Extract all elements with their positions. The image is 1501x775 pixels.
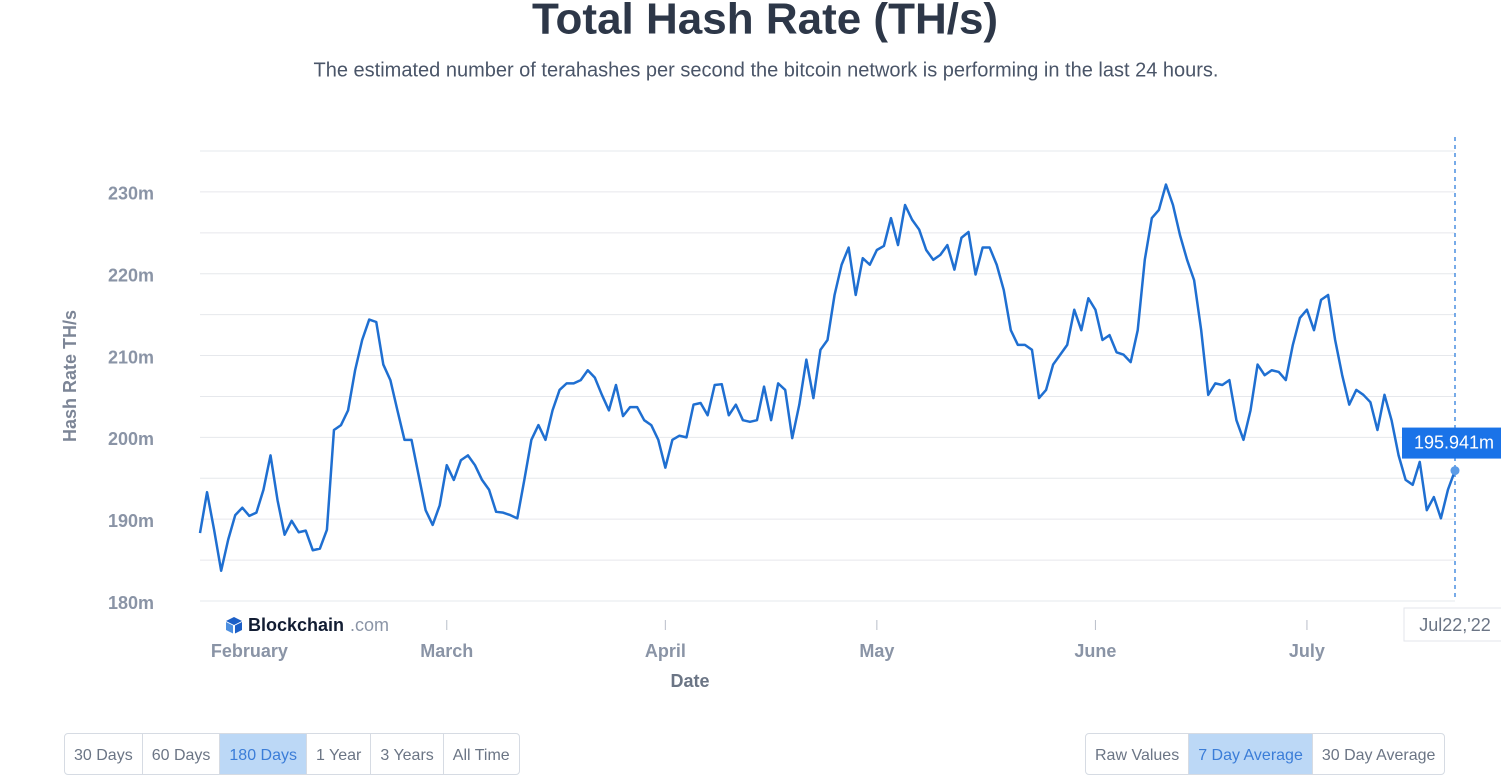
grid: 180m 190m 200m 210m 220m 230m xyxy=(108,150,1455,613)
x-tick-label: July xyxy=(1289,641,1325,661)
y-tick-label: 190m xyxy=(108,511,154,531)
brand-logo: Blockchain .com xyxy=(222,612,392,640)
range-buttons: 30 Days 60 Days 180 Days 1 Year 3 Years All T… xyxy=(64,733,520,775)
toggle-button[interactable]: 7 Day Average xyxy=(1189,734,1313,774)
tooltip-date-box xyxy=(1403,607,1501,642)
x-tick-label: May xyxy=(859,641,894,661)
toggle-button[interactable]: 180 Days xyxy=(220,734,307,774)
brand-suffix: .com xyxy=(350,615,389,635)
y-axis-title: Hash Rate TH/s xyxy=(60,310,80,442)
y-tick-label: 230m xyxy=(108,184,154,204)
x-tick-label: February xyxy=(211,641,288,661)
tooltip: 195.941m Jul22,'22 xyxy=(1402,137,1501,642)
logo-bg xyxy=(222,612,392,640)
toggle-button[interactable]: 3 Years xyxy=(371,734,444,774)
tooltip-value: 195.941m xyxy=(1414,432,1494,452)
toggle-button[interactable]: 30 Day Average xyxy=(1321,747,1436,764)
x-tick-label: June xyxy=(1074,641,1116,661)
toggle-button[interactable]: 60 Days xyxy=(143,734,221,774)
series-line xyxy=(198,183,1457,572)
plot xyxy=(198,183,1457,572)
x-axis-title: Date xyxy=(670,671,709,691)
y-tick-label: 200m xyxy=(108,429,154,449)
toggle-button[interactable]: Raw Values xyxy=(1086,734,1190,774)
brand-name: Blockchain xyxy=(248,615,344,635)
logo-icon xyxy=(235,622,242,634)
toggle-button[interactable]: All Time xyxy=(452,747,510,764)
y-tick-label: 210m xyxy=(108,347,154,367)
chart-title: Total Hash Rate (TH/s) xyxy=(532,0,998,44)
x-tick-label: April xyxy=(645,641,686,661)
mode-buttons: Raw Values 7 Day Average 30 Day Average xyxy=(1085,733,1446,775)
y-tick-label: 180m xyxy=(108,593,154,613)
logo-icon xyxy=(226,622,233,634)
logo-icon xyxy=(226,617,242,625)
y-tick-label: 220m xyxy=(108,265,154,285)
x-tick-label: March xyxy=(420,641,473,661)
last-point xyxy=(1450,466,1460,476)
toggle-button[interactable]: 30 Days xyxy=(65,734,143,774)
chart-subtitle: The estimated number of terahashes per s… xyxy=(314,59,1219,81)
tooltip-date: Jul22,'22 xyxy=(1419,615,1491,635)
toggle-button[interactable]: 1 Year xyxy=(307,734,372,774)
tooltip-value-box xyxy=(1402,427,1501,459)
